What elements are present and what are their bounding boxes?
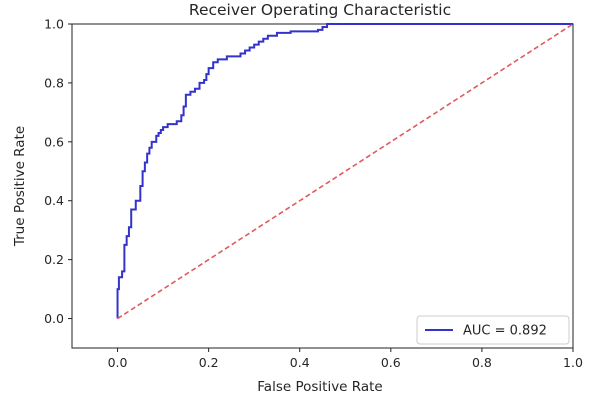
roc-curve-line (116, 23, 573, 319)
y-tick-label: 0.8 (44, 75, 64, 90)
y-axis-ticks: 0.0 0.2 0.4 0.6 0.8 1.0 (44, 17, 72, 326)
legend-label-roc: AUC = 0.892 (463, 324, 547, 339)
legend: AUC = 0.892 (416, 315, 570, 345)
chart-title: Receiver Operating Characteristic (189, 1, 451, 19)
x-tick-label: 0.4 (290, 355, 310, 370)
y-tick-label: 0.2 (44, 252, 64, 267)
plot-frame (71, 23, 574, 349)
x-axis-label: False Positive Rate (257, 379, 382, 395)
diagonal-reference-line (117, 23, 574, 320)
y-tick-label: 0.0 (44, 311, 64, 326)
plot-area: 0.0 0.2 0.4 0.6 0.8 1.0 0.0 0.2 0.4 0.6 0.8 1.0 (44, 17, 583, 371)
y-axis-label: True Positive Rate (12, 126, 28, 247)
y-tick-label: 0.4 (44, 193, 64, 208)
x-tick-label: 1.0 (563, 355, 583, 370)
x-tick-label: 0.6 (381, 355, 401, 370)
y-tick-label: 0.6 (44, 134, 64, 149)
series-layer (116, 23, 574, 320)
x-tick-label: 0.0 (108, 355, 128, 370)
y-tick-label: 1.0 (44, 17, 64, 32)
legend-box (416, 315, 570, 345)
x-tick-label: 0.8 (472, 355, 492, 370)
x-axis-ticks: 0.0 0.2 0.4 0.6 0.8 1.0 (108, 348, 583, 370)
x-tick-label: 0.2 (199, 355, 219, 370)
